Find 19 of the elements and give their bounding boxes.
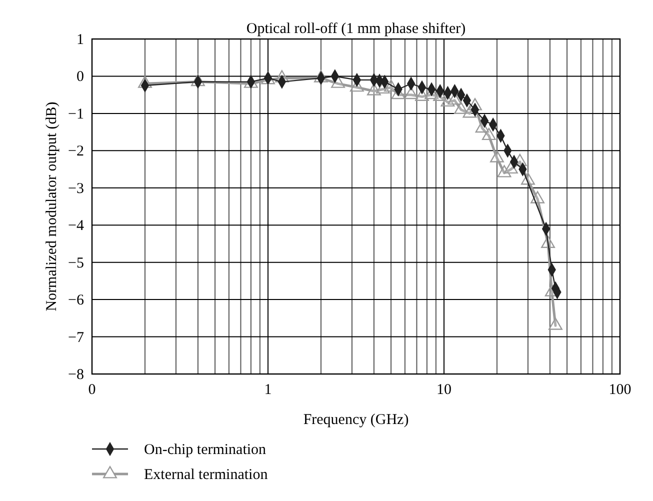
- x-tick-label: 0: [88, 382, 96, 398]
- y-tick-label: 0: [76, 69, 84, 86]
- x-tick-label: 10: [436, 382, 452, 398]
- y-tick-label: −2: [68, 144, 84, 160]
- y-tick-label: 1: [76, 32, 84, 48]
- legend-label: On-chip termination: [144, 442, 267, 458]
- y-tick-label: −5: [68, 255, 84, 272]
- x-axis-title: Frequency (GHz): [303, 412, 409, 428]
- legend-label: External termination: [144, 467, 268, 483]
- y-tick-label: −8: [68, 367, 84, 383]
- x-tick-label: 100: [608, 382, 632, 398]
- y-tick-label: −7: [68, 330, 84, 346]
- chart-title: Optical roll-off (1 mm phase shifter): [246, 21, 466, 37]
- y-axis-title: Normalized modulator output (dB): [44, 102, 60, 312]
- y-tick-label: −4: [68, 218, 84, 234]
- y-tick-label: −1: [68, 106, 84, 122]
- x-tick-label: 1: [264, 382, 272, 398]
- y-tick-label: −3: [68, 180, 84, 197]
- y-tick-label: −6: [68, 292, 84, 309]
